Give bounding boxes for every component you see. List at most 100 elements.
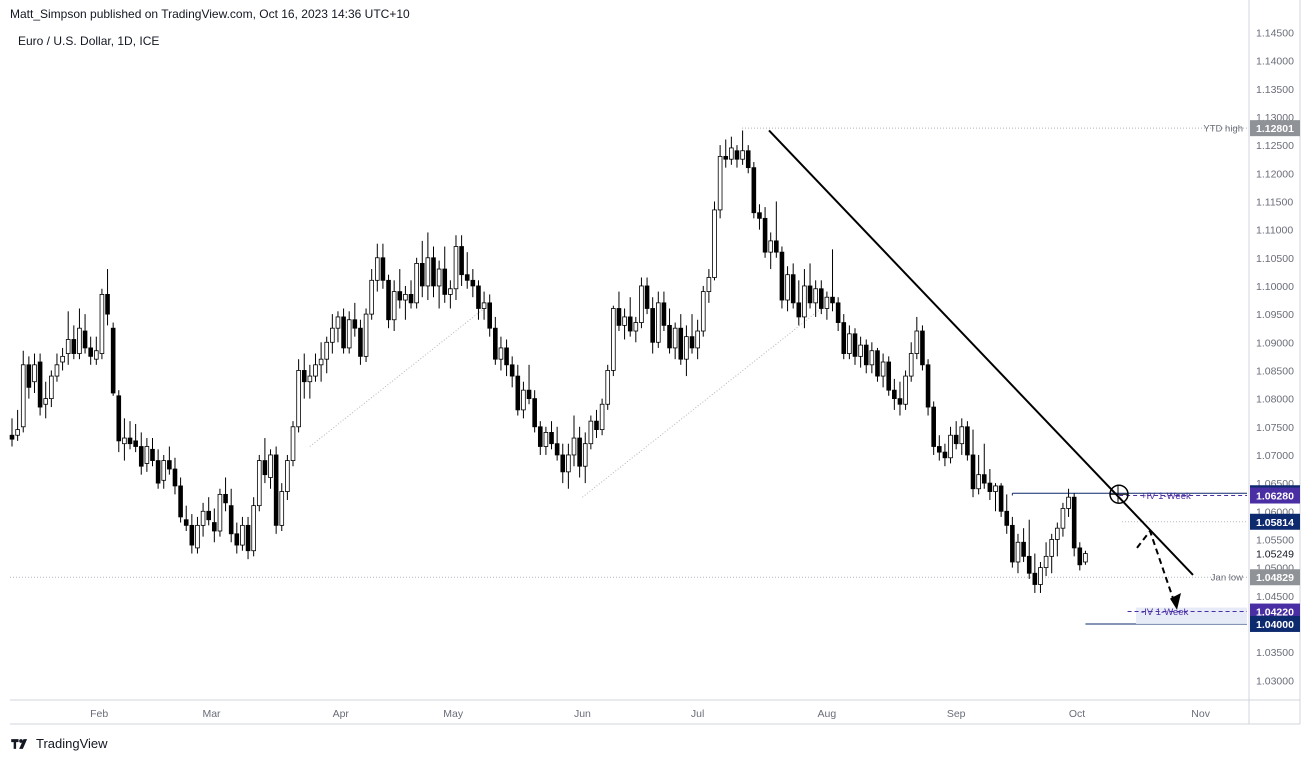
candle-body <box>577 437 582 467</box>
candle-body <box>813 288 818 304</box>
candle-body <box>408 293 414 304</box>
candle-body <box>15 429 20 436</box>
ytd-high-label: YTD high <box>1203 124 1243 135</box>
candle-body <box>245 524 251 552</box>
candle-body <box>414 263 419 304</box>
candle-body <box>661 302 667 326</box>
candle-body <box>43 398 49 405</box>
candle-body <box>869 350 875 366</box>
candle-body <box>970 454 976 490</box>
candle-body <box>981 474 987 484</box>
candle-body <box>498 347 504 360</box>
candle-body <box>212 522 217 532</box>
candle-body <box>459 246 464 276</box>
candle-body <box>150 448 155 461</box>
candle-body <box>318 358 324 366</box>
candle-body <box>740 150 745 160</box>
trendline[interactable] <box>768 129 1194 576</box>
price-tick-label: 1.07000 <box>1256 450 1294 462</box>
candle-body <box>470 279 476 287</box>
candle-body <box>1043 555 1049 569</box>
candle-body <box>717 155 723 211</box>
candle-body <box>122 437 127 445</box>
candle-body <box>425 257 431 287</box>
candle-body <box>779 251 785 301</box>
candle-body <box>734 150 740 160</box>
price-tick-label: 1.14000 <box>1256 56 1294 68</box>
price-label-badge <box>1250 487 1300 504</box>
candle-body <box>897 398 903 405</box>
candle-body <box>1010 524 1015 563</box>
candle-body <box>493 327 498 360</box>
candle-body <box>993 485 998 492</box>
candle-body <box>1021 541 1026 557</box>
price-tick-label: 1.11500 <box>1256 196 1293 208</box>
candle-body <box>240 524 245 546</box>
candle-body <box>369 279 374 315</box>
candle-body <box>167 460 172 470</box>
candle-body <box>346 319 352 349</box>
candle-body <box>335 316 341 329</box>
candle-body <box>1055 527 1060 540</box>
time-axis[interactable]: Feb Mar Apr May Jun Jul Aug Sep Oct Nov <box>90 708 1211 720</box>
candle-body <box>144 446 150 464</box>
candle-body <box>352 319 358 329</box>
candle-body <box>206 510 212 521</box>
candle-body <box>908 353 914 377</box>
candle-body <box>397 291 403 301</box>
candle-body <box>341 316 346 349</box>
candle-body <box>965 426 970 456</box>
candle-body <box>549 432 554 445</box>
candle-body <box>26 364 32 388</box>
candle-body <box>442 268 448 295</box>
candle-body <box>1026 555 1032 574</box>
tradingview-brand: TradingView <box>36 736 108 751</box>
candle-body <box>818 288 824 309</box>
candle-body <box>431 257 436 287</box>
candle-body <box>127 437 133 445</box>
candle-body <box>172 468 178 487</box>
candle-body <box>99 293 105 354</box>
candle-body <box>453 246 459 290</box>
candle-body <box>521 389 526 411</box>
candle-body <box>611 308 616 371</box>
candle-body <box>785 274 790 301</box>
candle-body <box>729 147 734 160</box>
candle-body <box>684 336 689 360</box>
price-tick-label: 1.03500 <box>1256 647 1294 659</box>
candle-body <box>757 212 762 219</box>
candle-body <box>32 364 37 383</box>
tradingview-footer[interactable]: TradingView <box>10 736 108 751</box>
candle-body <box>937 446 942 453</box>
price-chart[interactable]: YTD high Jan low +IV 1-Week -IV 1-Week 1.14… <box>0 0 1315 730</box>
candle-body <box>768 240 773 253</box>
candle-body <box>65 339 71 354</box>
candle-body <box>852 333 858 357</box>
candle-body <box>948 434 953 459</box>
candle-body <box>223 493 228 504</box>
candle-body <box>554 443 560 456</box>
candle-body <box>138 446 144 467</box>
projection-arrow[interactable] <box>1136 528 1176 605</box>
candle-body <box>110 327 116 394</box>
price-tick-label: 1.07500 <box>1256 422 1294 434</box>
candle-body <box>509 364 515 377</box>
candle-body <box>532 398 537 428</box>
candle-body <box>571 437 577 456</box>
price-label-text: 1.04220 <box>1256 607 1294 619</box>
price-tick-label: 1.12000 <box>1256 168 1294 180</box>
candle-body <box>633 322 639 332</box>
candle-body <box>1004 510 1010 526</box>
candle-body <box>627 316 633 332</box>
candle-body <box>251 505 256 552</box>
candle-body <box>262 460 268 476</box>
price-tick-label: 1.08000 <box>1256 394 1294 406</box>
candle-body <box>1049 539 1055 557</box>
candle-body <box>324 341 330 360</box>
candle-body <box>700 291 706 332</box>
candle-body <box>448 288 453 295</box>
candle-body <box>824 296 830 309</box>
candle-body <box>363 313 369 357</box>
drawing-tools[interactable] <box>768 129 1194 610</box>
price-label-badge <box>1250 513 1300 530</box>
